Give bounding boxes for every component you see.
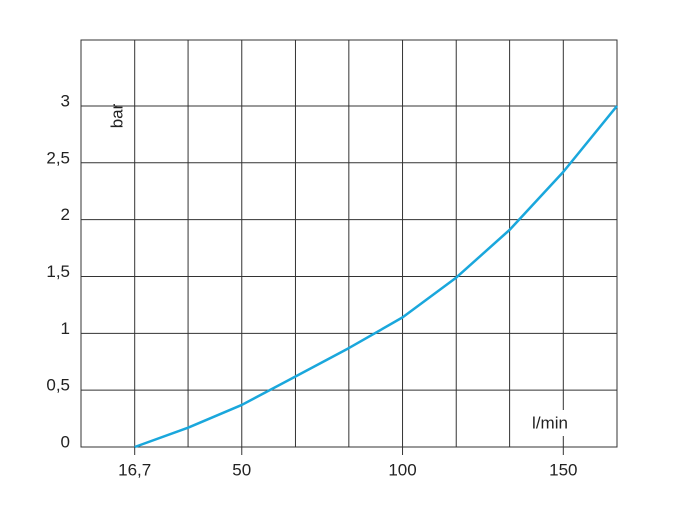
- y-axis-label: bar: [107, 103, 126, 128]
- y-tick-label: 0,5: [46, 376, 70, 395]
- x-tick-label: 16,7: [118, 460, 151, 479]
- x-label-bg: [515, 410, 585, 436]
- x-tick-label: 150: [549, 460, 577, 479]
- x-axis-label: l/min: [532, 413, 568, 432]
- y-tick-label: 2,5: [46, 148, 70, 167]
- y-tick-label: 1: [61, 319, 70, 338]
- data-line: [134, 105, 618, 449]
- y-tick-label: 3: [61, 91, 70, 110]
- y-tick-label: 0: [61, 432, 70, 451]
- x-tick-label: 100: [388, 460, 416, 479]
- y-tick-label: 2: [61, 205, 70, 224]
- y-tick-label: 1,5: [46, 262, 70, 281]
- x-tick-label: 50: [232, 460, 251, 479]
